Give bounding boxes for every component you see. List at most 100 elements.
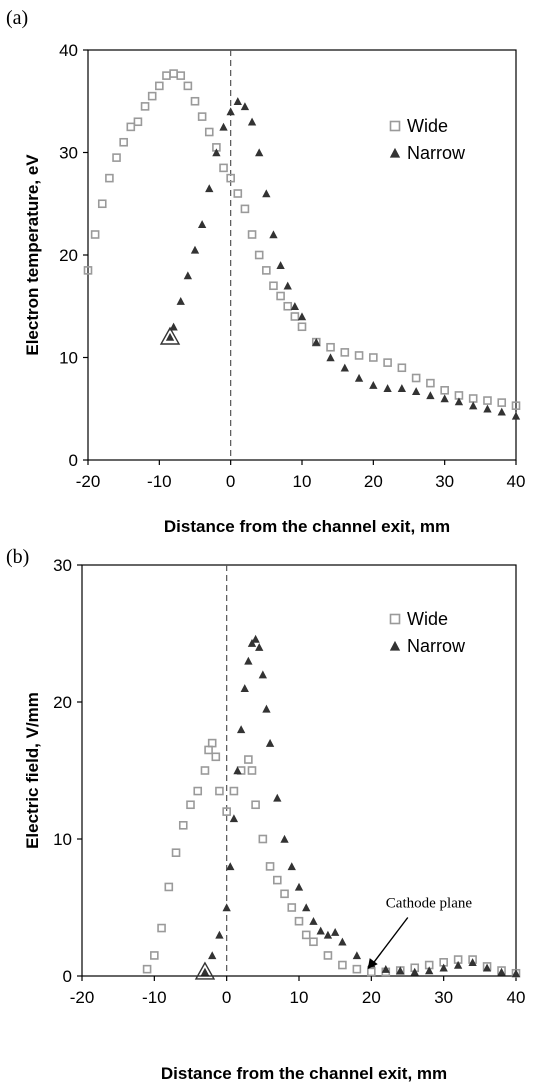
a-y-tick-label: 10 xyxy=(59,349,78,368)
b-y-tick-label: 30 xyxy=(53,556,72,575)
a-narrow-point xyxy=(169,322,178,331)
a-wide-point xyxy=(254,250,264,260)
a-wide-point xyxy=(276,291,285,301)
a-plot-area xyxy=(87,49,517,461)
b-legend-label-narrow: Narrow xyxy=(407,636,466,656)
a-x-tick-label: -20 xyxy=(76,472,101,491)
b-narrow-start-marker xyxy=(194,961,216,980)
b-x-tick-label: 30 xyxy=(434,988,453,1007)
b-wide-point xyxy=(251,800,260,810)
b-narrow-point xyxy=(208,951,217,960)
b-narrow-point xyxy=(294,882,304,891)
a-wide-point xyxy=(440,385,449,395)
b-wide-point xyxy=(367,967,376,977)
a-wide-point xyxy=(511,401,521,410)
b-wide-point xyxy=(287,903,297,912)
b-wide-point xyxy=(193,786,203,796)
b-wide-point xyxy=(352,964,362,974)
b-wide-point xyxy=(164,882,174,892)
a-wide-point xyxy=(383,358,392,367)
b-wide-point xyxy=(186,800,195,810)
a-wide-point xyxy=(326,342,335,352)
a-narrow-point xyxy=(290,302,300,310)
b-legend-marker-wide xyxy=(389,613,401,625)
b-wide-point xyxy=(309,937,318,947)
a-narrow-point xyxy=(165,332,175,341)
a-x-tick-label: 10 xyxy=(293,472,312,491)
a-narrow-point xyxy=(369,380,378,389)
b-wide-point xyxy=(204,745,213,755)
b-narrow-point xyxy=(226,862,235,871)
chart-a-svg: (a) 0 10 20 30 40 -20 -10 0 10 20 30 40 Distance from… xyxy=(6,7,526,536)
a-narrow-point xyxy=(312,337,321,346)
b-narrow-point xyxy=(240,684,249,693)
a-wide-point xyxy=(468,394,478,403)
b-narrow-point xyxy=(222,903,231,912)
b-narrow-point xyxy=(273,793,282,802)
a-series-narrow xyxy=(159,97,521,420)
a-narrow-point xyxy=(240,102,250,111)
a-panel-label: (a) xyxy=(6,7,28,29)
a-narrow-point xyxy=(233,97,242,105)
a-narrow-point xyxy=(440,394,449,403)
b-annotation-arrow xyxy=(371,917,409,966)
a-legend-label-wide: Wide xyxy=(407,116,448,136)
a-narrow-point xyxy=(383,384,392,392)
a-wide-point xyxy=(105,173,114,183)
b-narrow-point xyxy=(262,704,271,713)
b-narrow-point xyxy=(511,969,521,977)
b-narrow-point xyxy=(439,963,448,972)
a-wide-point xyxy=(219,163,228,173)
a-legend-marker-narrow xyxy=(389,147,401,158)
a-narrow-point xyxy=(497,407,506,416)
a-narrow-point xyxy=(469,401,478,410)
b-y-tick-label: 10 xyxy=(53,830,72,849)
a-narrow-point xyxy=(226,107,235,116)
a-x-tick-label: 40 xyxy=(507,472,526,491)
a-narrow-point xyxy=(454,397,464,406)
a-wide-point xyxy=(426,378,435,388)
a-narrow-point xyxy=(276,261,285,269)
a-wide-point xyxy=(83,266,93,275)
b-x-tick-label: 0 xyxy=(222,988,231,1007)
a-wide-point xyxy=(126,122,136,132)
b-narrow-point xyxy=(258,670,267,679)
b-narrow-point xyxy=(200,967,210,976)
a-narrow-point xyxy=(483,404,492,413)
b-plot-area xyxy=(81,564,517,977)
b-narrow-point xyxy=(265,738,275,747)
a-narrow-point xyxy=(297,312,307,321)
b-narrow-point xyxy=(381,964,390,973)
b-narrow-point xyxy=(244,656,253,665)
a-x-tick-label: 30 xyxy=(435,472,454,491)
b-wide-point xyxy=(244,755,253,764)
a-wide-point xyxy=(226,173,235,183)
a-y-tick-label: 40 xyxy=(59,41,78,60)
b-narrow-point xyxy=(229,814,239,823)
a-wide-point xyxy=(483,396,492,405)
b-panel-label: (b) xyxy=(6,546,29,568)
b-annotation-text: Cathode plane xyxy=(386,896,473,912)
b-x-tick-label: 40 xyxy=(507,988,526,1007)
b-wide-point xyxy=(171,848,181,858)
a-series-wide xyxy=(83,69,521,410)
a-narrow-point xyxy=(205,184,214,193)
b-x-tick-label: 10 xyxy=(290,988,309,1007)
b-y-axis-title: Electric field, V/mm xyxy=(23,692,42,849)
a-wide-point xyxy=(190,96,200,106)
b-wide-point xyxy=(215,786,224,796)
b-legend-label-wide: Wide xyxy=(407,609,448,629)
a-y-axis-title: Electron temperature, eV xyxy=(23,154,42,356)
b-wide-point xyxy=(280,889,289,899)
a-narrow-point xyxy=(247,117,257,126)
b-wide-point xyxy=(207,738,217,748)
chart-panel-b: (b) 0 10 20 30 -20 -10 0 10 20 30 40 Distance from t… xyxy=(0,543,535,1086)
a-narrow-point xyxy=(397,384,407,392)
b-narrow-point xyxy=(410,967,419,976)
a-x-tick-label: 20 xyxy=(364,472,383,491)
a-wide-point xyxy=(411,373,421,383)
b-narrow-point xyxy=(255,643,264,651)
a-x-tick-label: 0 xyxy=(226,472,235,491)
b-narrow-point xyxy=(338,937,347,946)
a-wide-point xyxy=(147,91,157,101)
